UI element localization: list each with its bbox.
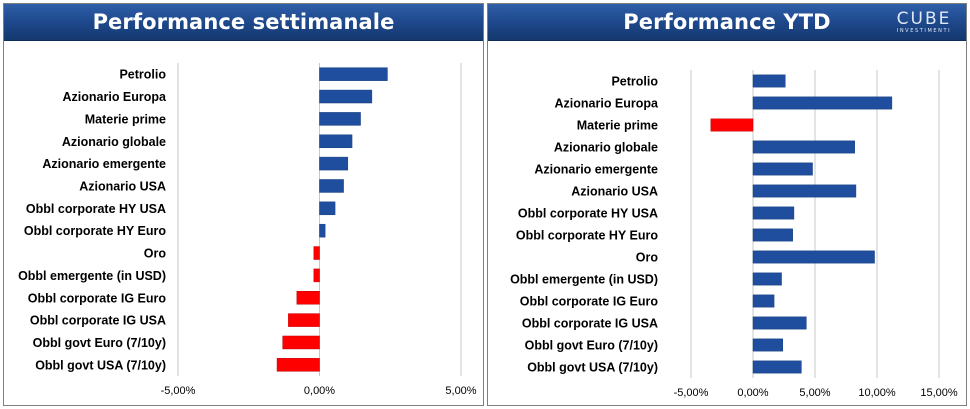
weekly-category-label-7: Obbl corporate HY Euro <box>24 224 167 238</box>
weekly-bar-9 <box>313 268 320 283</box>
weekly-category-label-10: Obbl corporate IG Euro <box>28 291 167 305</box>
ytd-category-label-13: Obbl govt USA (7/10y) <box>527 361 658 375</box>
weekly-bar-12 <box>282 335 320 350</box>
ytd-bar-6 <box>752 206 795 220</box>
weekly-category-label-9: Obbl emergente (in USD) <box>18 269 166 283</box>
ytd-bar-5 <box>752 184 857 198</box>
weekly-bar-13 <box>276 358 320 372</box>
ytd-bar-13 <box>752 360 802 374</box>
logo-subtitle: INVESTIMENTI <box>896 28 952 34</box>
ytd-bar-chart: Petrolio Azionario Europa Materie prime Azi… <box>510 70 958 399</box>
cube-logo: CUBE INVESTIMENTI <box>892 10 956 36</box>
ytd-category-label-10: Obbl corporate IG Euro <box>520 295 659 309</box>
weekly-bar-7 <box>319 223 326 238</box>
ytd-category-label-9: Obbl emergente (in USD) <box>510 273 658 287</box>
weekly-bar-5 <box>319 179 344 193</box>
weekly-chart-title: Performance settimanale <box>92 10 395 34</box>
ytd-category-label-1: Azionario Europa <box>555 97 660 111</box>
weekly-tick-label-1: 0,00% <box>304 385 335 397</box>
ytd-tick-label-1: 0,00% <box>737 387 768 399</box>
weekly-bar-1 <box>319 89 373 104</box>
weekly-category-label-2: Materie prime <box>85 112 166 126</box>
ytd-category-label-0: Petrolio <box>611 75 658 89</box>
weekly-bar-chart: Petrolio Azionario Europa Materie prime Azi… <box>18 63 477 397</box>
weekly-category-label-1: Azionario Europa <box>63 90 168 104</box>
ytd-category-label-8: Oro <box>636 251 659 265</box>
ytd-bar-10 <box>752 294 775 308</box>
ytd-bar-9 <box>752 272 782 286</box>
ytd-bar-7 <box>752 228 793 242</box>
weekly-category-label-0: Petrolio <box>119 68 166 82</box>
weekly-bar-3 <box>319 134 353 148</box>
weekly-category-label-3: Azionario globale <box>62 135 166 149</box>
ytd-bar-12 <box>752 338 784 352</box>
weekly-bar-6 <box>319 201 336 216</box>
ytd-bar-3 <box>752 140 855 154</box>
weekly-category-label-8: Oro <box>144 247 167 261</box>
ytd-tick-label-4: 15,00% <box>920 387 958 399</box>
ytd-tick-label-3: 10,00% <box>858 387 896 399</box>
weekly-panel-header: Performance settimanale <box>4 4 483 41</box>
ytd-bar-11 <box>752 316 807 330</box>
weekly-tick-label-2: 5,00% <box>445 385 476 397</box>
weekly-category-label-4: Azionario emergente <box>42 157 166 171</box>
weekly-bar-8 <box>313 246 320 260</box>
ytd-bar-1 <box>752 96 893 110</box>
weekly-bar-10 <box>296 291 320 305</box>
ytd-bar-2 <box>710 118 754 132</box>
ytd-category-label-11: Obbl corporate IG USA <box>522 317 658 331</box>
weekly-performance-panel: Performance settimanale Petrolio Azionari… <box>3 3 484 406</box>
logo-wordmark: CUBE <box>896 9 952 29</box>
ytd-category-label-7: Obbl corporate HY Euro <box>516 229 659 243</box>
weekly-category-label-5: Azionario USA <box>79 179 166 193</box>
ytd-category-label-12: Obbl govt Euro (7/10y) <box>525 339 658 353</box>
weekly-category-label-11: Obbl corporate IG USA <box>30 314 166 328</box>
ytd-chart-title: Performance YTD <box>623 10 831 34</box>
weekly-bar-2 <box>319 112 361 126</box>
weekly-bar-0 <box>319 67 388 81</box>
ytd-performance-panel: Performance YTD CUBE INVESTIMENTI Petrol… <box>487 3 967 406</box>
ytd-bar-4 <box>752 162 813 176</box>
ytd-tick-label-2: 5,00% <box>799 387 830 399</box>
ytd-category-label-6: Obbl corporate HY USA <box>518 207 658 221</box>
ytd-panel-header: Performance YTD CUBE INVESTIMENTI <box>488 4 966 41</box>
weekly-bar-4 <box>319 156 349 171</box>
ytd-bar-8 <box>752 250 875 264</box>
weekly-bar-11 <box>288 313 320 327</box>
ytd-category-label-5: Azionario USA <box>571 185 658 199</box>
ytd-bar-0 <box>752 74 786 88</box>
ytd-tick-label-0: -5,00% <box>674 387 709 399</box>
ytd-category-label-4: Azionario emergente <box>534 163 658 177</box>
weekly-tick-label-0: -5,00% <box>161 385 196 397</box>
ytd-category-label-2: Materie prime <box>577 119 658 133</box>
weekly-category-label-12: Obbl govt Euro (7/10y) <box>33 336 166 350</box>
weekly-category-label-6: Obbl corporate HY USA <box>26 202 166 216</box>
ytd-category-label-3: Azionario globale <box>554 141 658 155</box>
weekly-category-label-13: Obbl govt USA (7/10y) <box>35 358 166 372</box>
